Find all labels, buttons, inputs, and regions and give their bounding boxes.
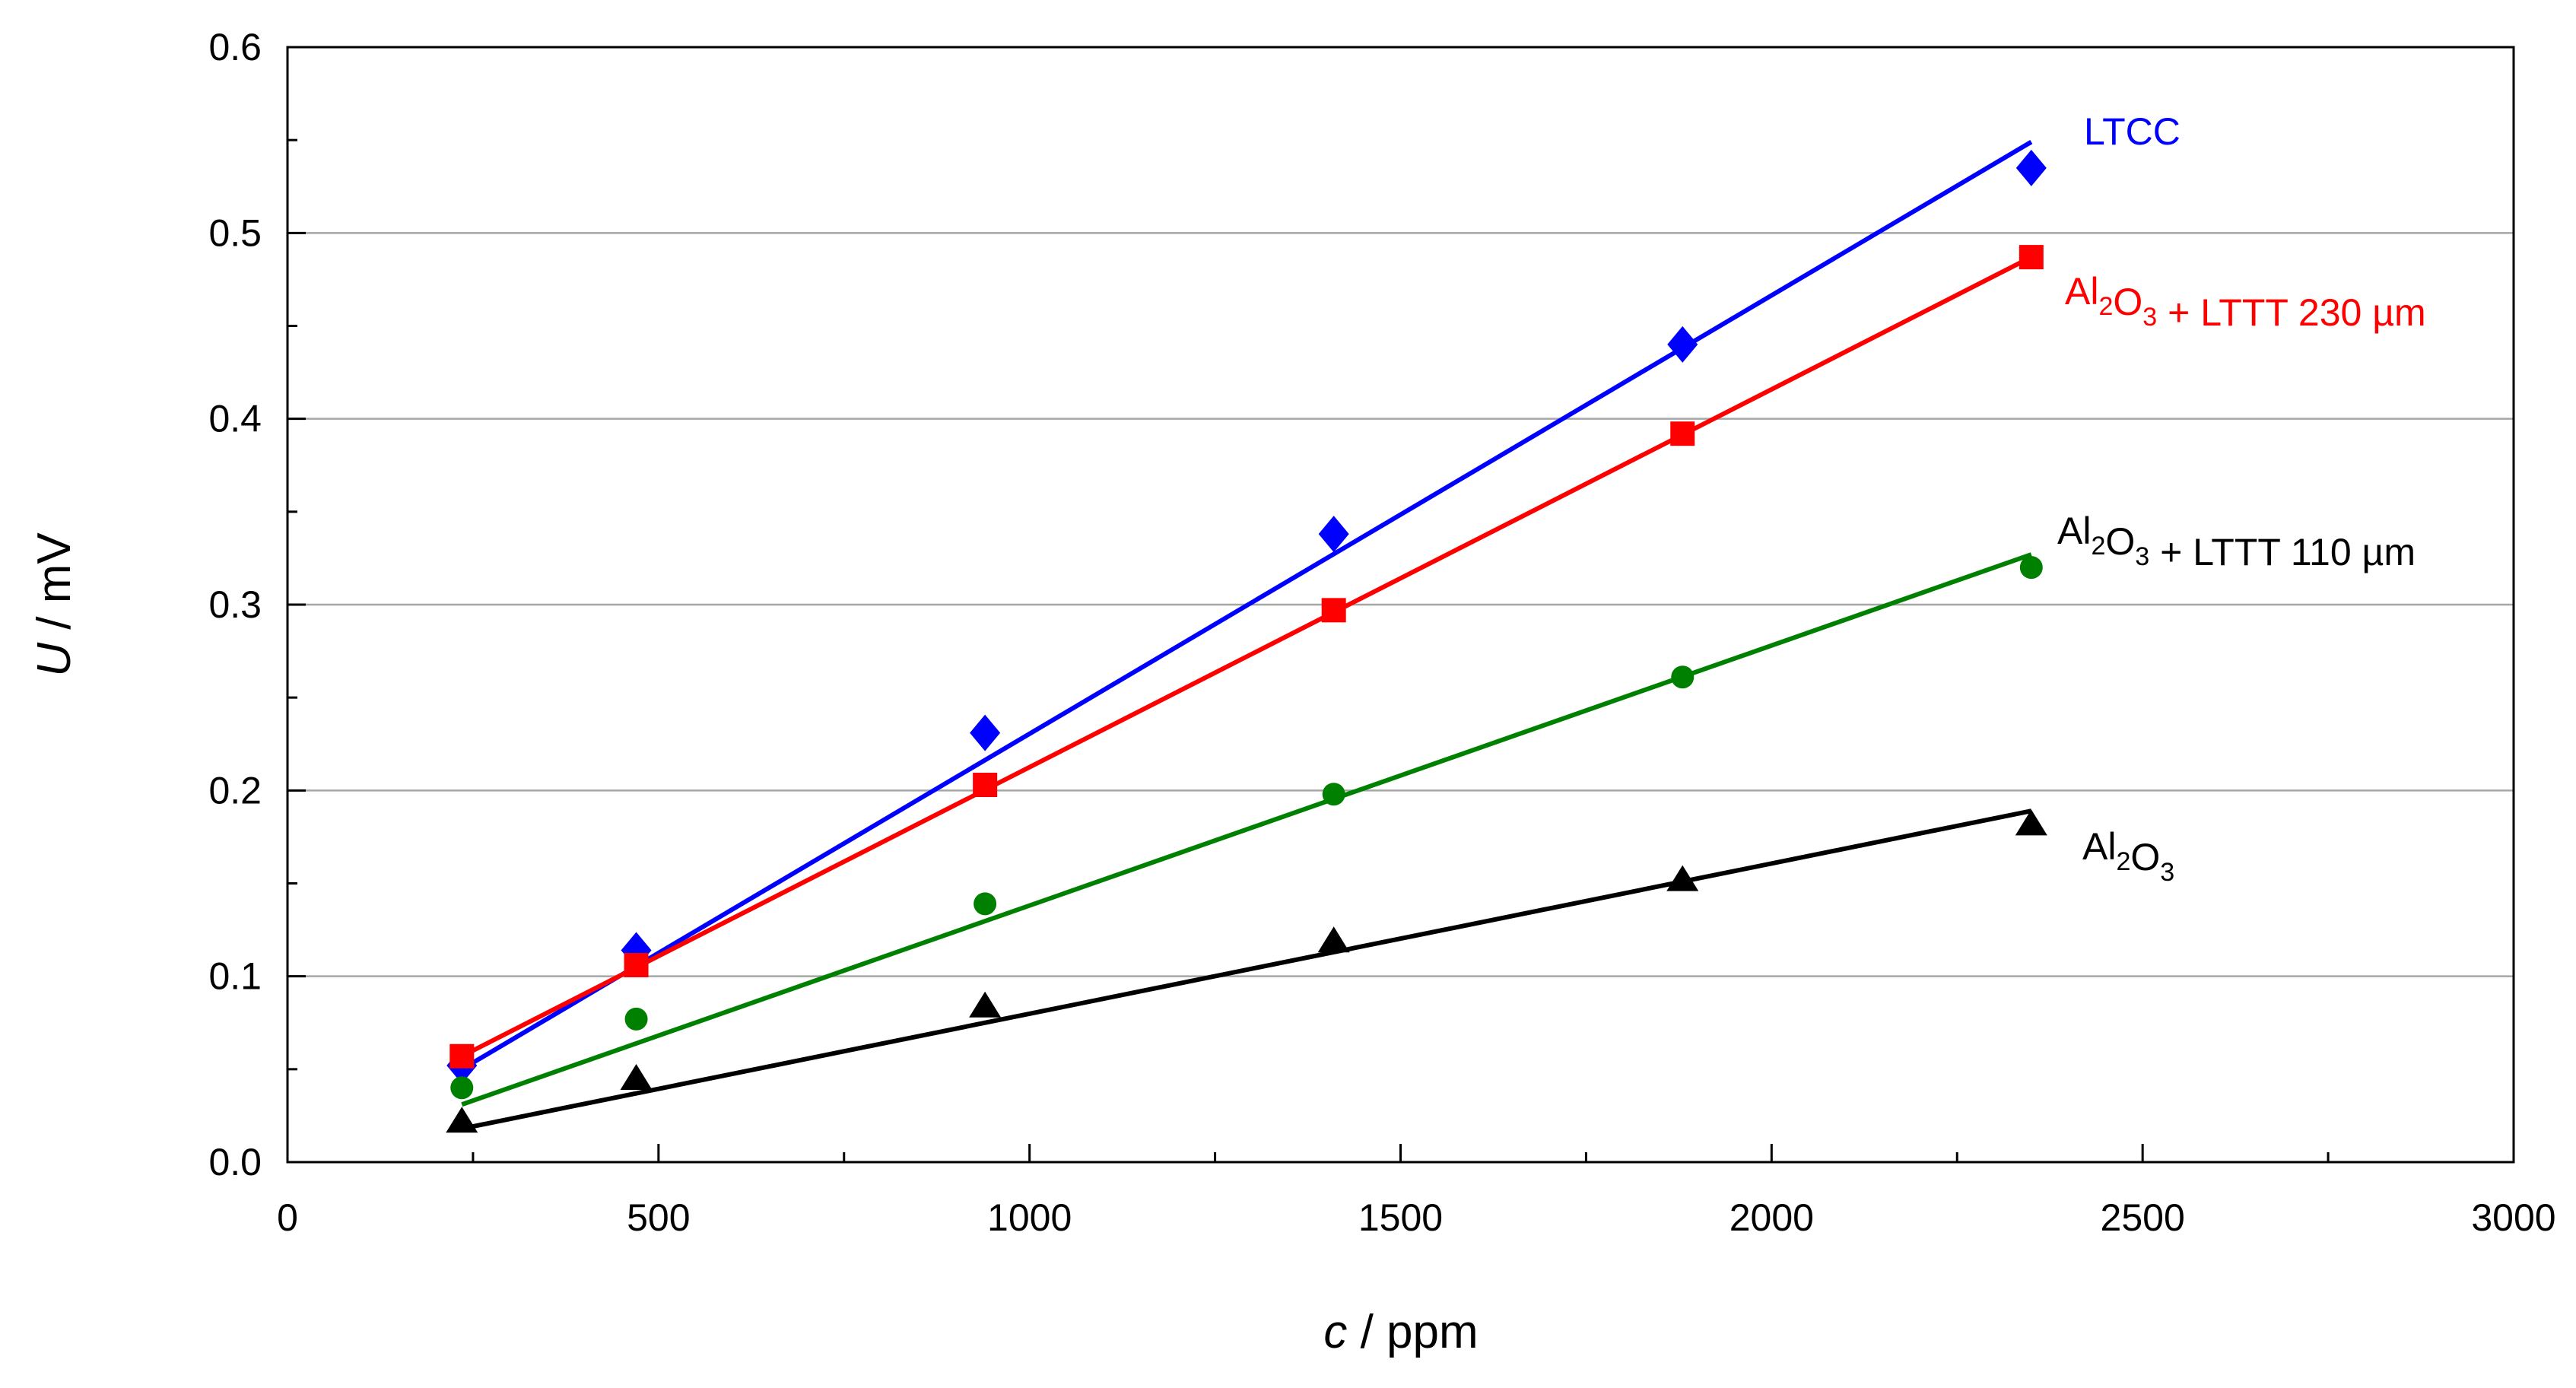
- series-label: Al2O3: [2082, 825, 2174, 887]
- data-point-circle: [974, 892, 997, 916]
- x-tick-label: 0: [277, 1196, 298, 1239]
- label-text: Al: [2082, 825, 2116, 868]
- x-axis-title: c / ppm: [1323, 1306, 1478, 1358]
- x-tick-label: 3000: [2471, 1196, 2555, 1239]
- gridlines: [287, 232, 2514, 977]
- series-label: LTCC: [2084, 110, 2181, 153]
- y-tick-label: 0.4: [208, 398, 262, 440]
- subscript: 3: [2160, 858, 2174, 887]
- y-tick-label: 0.2: [208, 769, 262, 812]
- data-point-circle: [1322, 783, 1345, 806]
- data-point-circle: [450, 1076, 474, 1100]
- x-tick-label: 1500: [1358, 1196, 1443, 1239]
- y-tick-label: 0.3: [208, 583, 262, 626]
- y-tick-label: 0.0: [208, 1141, 262, 1183]
- y-tick-label: 0.1: [208, 955, 262, 998]
- subscript: 3: [2142, 303, 2157, 332]
- data-point-circle: [2019, 556, 2043, 580]
- axis-tick-labels: 0.0 0.1 0.2 0.3 0.4 0.5 0.6 0 500 1000 1500 2000 250…: [208, 26, 2555, 1239]
- subscript: 2: [2116, 847, 2130, 876]
- axis-ticks: [286, 46, 2515, 1164]
- data-markers: [446, 149, 2047, 1133]
- data-point-square: [1321, 598, 1346, 623]
- data-point-circle: [624, 1007, 648, 1031]
- x-axis-symbol: c: [1323, 1306, 1347, 1358]
- x-tick-label: 500: [627, 1196, 690, 1239]
- fit-line: [461, 808, 2032, 1131]
- data-point-triangle: [2015, 809, 2047, 836]
- data-point-triangle: [620, 1064, 653, 1091]
- fit-lines: [460, 140, 2033, 1131]
- series-label: Al2O3 + LTTT 230 µm: [2065, 270, 2426, 334]
- data-point-diamond: [2015, 149, 2047, 186]
- y-tick-label: 0.6: [208, 26, 262, 68]
- data-point-square: [2019, 245, 2044, 270]
- subscript: 3: [2135, 542, 2149, 571]
- y-axis-unit: / mV: [28, 532, 81, 643]
- x-axis-unit: / ppm: [1347, 1306, 1478, 1358]
- label-text: O: [2105, 520, 2135, 563]
- label-text: Al: [2057, 510, 2091, 552]
- label-text: + LTTT 110 µm: [2149, 531, 2416, 573]
- data-point-triangle: [969, 991, 1002, 1018]
- data-point-circle: [1671, 665, 1695, 689]
- data-point-diamond: [970, 714, 1001, 751]
- y-tick-label: 0.5: [208, 211, 262, 254]
- data-point-diamond: [1667, 326, 1698, 363]
- label-text: O: [2130, 836, 2160, 878]
- label-text: + LTTT 230 µm: [2157, 291, 2425, 334]
- data-point-triangle: [446, 1107, 478, 1133]
- data-point-square: [624, 953, 649, 978]
- series-label: Al2O3 + LTTT 110 µm: [2057, 510, 2416, 573]
- label-text: Al: [2065, 270, 2098, 313]
- subscript: 2: [2091, 532, 2105, 561]
- x-tick-label: 2500: [2101, 1196, 2185, 1239]
- y-axis-symbol: U: [28, 642, 81, 677]
- fit-line: [460, 255, 2033, 1059]
- data-point-square: [973, 773, 998, 798]
- label-text: O: [2113, 281, 2142, 323]
- x-tick-label: 2000: [1730, 1196, 1814, 1239]
- data-point-square: [1670, 421, 1695, 446]
- x-tick-label: 1000: [987, 1196, 1072, 1239]
- data-point-triangle: [1666, 865, 1699, 891]
- label-text: LTCC: [2084, 110, 2181, 153]
- data-point-diamond: [1318, 516, 1349, 553]
- y-axis-title: U / mV: [28, 532, 81, 677]
- fit-line: [461, 552, 2032, 1107]
- data-point-square: [449, 1043, 475, 1069]
- data-point-triangle: [1317, 926, 1350, 953]
- subscript: 2: [2098, 292, 2113, 321]
- fit-line: [460, 140, 2033, 1072]
